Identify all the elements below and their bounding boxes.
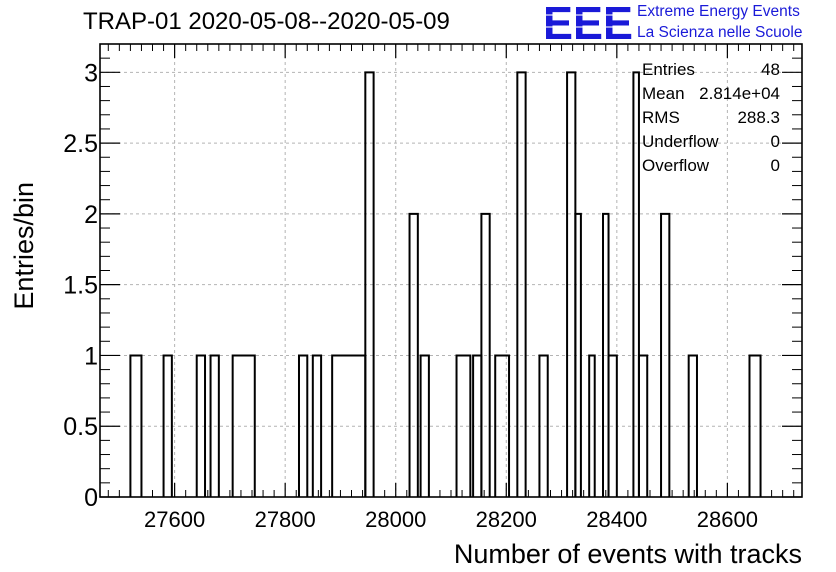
eee-logo: EEE bbox=[543, 2, 633, 42]
x-tick-label: 28400 bbox=[586, 507, 647, 532]
histogram-bin bbox=[574, 212, 582, 497]
stat-label: Underflow bbox=[642, 132, 719, 151]
logo-line-2: La Scienza nelle Scuole bbox=[637, 24, 803, 41]
stat-row-underflow: Underflow 0 bbox=[642, 132, 780, 156]
histogram-bin bbox=[637, 354, 649, 497]
histogram-bin bbox=[538, 354, 549, 497]
y-tick-label: 2.5 bbox=[63, 130, 98, 158]
logo-line-1: Extreme Energy Events bbox=[637, 3, 800, 20]
histogram-bin bbox=[162, 354, 173, 497]
histogram-bin bbox=[129, 354, 143, 497]
stat-value: 0 bbox=[770, 156, 780, 175]
y-tick-label: 1.5 bbox=[63, 272, 98, 300]
chart-title: TRAP-01 2020-05-08--2020-05-09 bbox=[83, 8, 450, 35]
stat-row-rms: RMS 288.3 bbox=[642, 108, 780, 132]
y-tick-label: 3 bbox=[84, 59, 98, 87]
histogram-bin bbox=[748, 354, 762, 497]
histogram-bin bbox=[364, 71, 375, 497]
x-tick-label: 27800 bbox=[255, 507, 316, 532]
y-tick-label: 2 bbox=[84, 201, 98, 229]
stat-row-overflow: Overflow 0 bbox=[642, 156, 780, 180]
stats-box: Entries 48 Mean 2.814e+04 RMS 288.3 Unde… bbox=[642, 60, 780, 180]
histogram-bin bbox=[408, 212, 419, 497]
stat-value: 0 bbox=[770, 132, 780, 151]
stat-value: 2.814e+04 bbox=[699, 84, 780, 103]
x-axis-label: Number of events with tracks bbox=[454, 539, 802, 569]
y-tick-label: 0.5 bbox=[63, 413, 98, 441]
histogram-bin bbox=[195, 354, 207, 497]
stat-value: 48 bbox=[761, 60, 780, 79]
histogram-bin bbox=[588, 354, 596, 497]
x-tick-label: 28000 bbox=[365, 507, 426, 532]
histogram-bin bbox=[231, 354, 256, 497]
y-tick-label: 0 bbox=[84, 484, 98, 512]
histogram-bin bbox=[480, 212, 491, 497]
stat-label: Overflow bbox=[642, 156, 710, 175]
y-tick-label: 1 bbox=[84, 342, 98, 370]
histogram-bin bbox=[687, 354, 698, 497]
histogram-bin bbox=[209, 354, 220, 497]
axis-ticks bbox=[100, 43, 802, 498]
y-axis-label: Entries/bin bbox=[9, 182, 39, 310]
histogram-bin bbox=[419, 354, 430, 497]
stat-label: Entries bbox=[642, 60, 695, 79]
histogram-bin bbox=[297, 354, 309, 497]
stat-label: RMS bbox=[642, 108, 680, 127]
histogram-bin bbox=[660, 212, 671, 497]
histogram-bin bbox=[516, 71, 527, 497]
histogram-bin bbox=[455, 354, 472, 497]
stat-row-entries: Entries 48 bbox=[642, 60, 780, 84]
x-tick-label: 28600 bbox=[697, 507, 758, 532]
axis-tick-labels: 27600 27800 28000 28200 28400 28600 0 0.5 1 1.5 2 2… bbox=[63, 59, 758, 532]
histogram-bars bbox=[129, 71, 762, 497]
histogram-bin bbox=[494, 354, 511, 497]
eee-logo-letters: EEE bbox=[543, 2, 633, 42]
histogram-bin bbox=[632, 71, 640, 497]
histogram-bin bbox=[607, 354, 618, 497]
histogram-bin bbox=[311, 354, 323, 497]
x-tick-label: 27600 bbox=[144, 507, 205, 532]
stat-label: Mean bbox=[642, 84, 685, 103]
stat-value: 288.3 bbox=[737, 108, 780, 127]
stat-row-mean: Mean 2.814e+04 bbox=[642, 84, 780, 108]
x-tick-label: 28200 bbox=[476, 507, 537, 532]
